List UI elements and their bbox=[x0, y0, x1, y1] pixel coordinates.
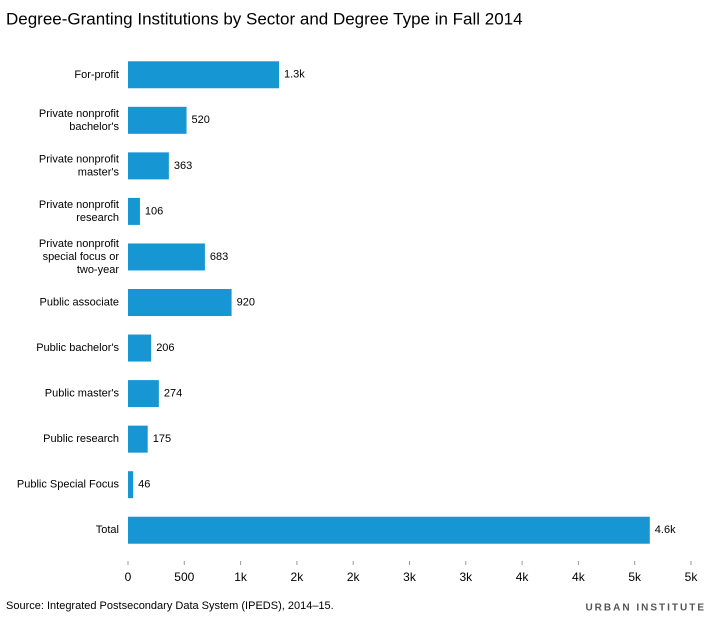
bar bbox=[128, 243, 205, 271]
y-tick-label: Public master's bbox=[45, 387, 120, 399]
value-label: 274 bbox=[164, 387, 182, 399]
x-tick-label: 5k bbox=[685, 570, 699, 584]
bar bbox=[128, 106, 187, 134]
value-label: 4.6k bbox=[655, 524, 676, 536]
value-label: 106 bbox=[145, 205, 163, 217]
x-tick-label: 5k bbox=[628, 570, 642, 584]
y-tick-label: Public bachelor's bbox=[36, 342, 119, 354]
x-tick-label: 3k bbox=[403, 570, 417, 584]
bar bbox=[128, 197, 140, 225]
value-label: 46 bbox=[138, 479, 150, 491]
brand: URBAN INSTITUTE bbox=[585, 603, 706, 614]
x-tick-label: 500 bbox=[174, 570, 194, 584]
y-tick-label: Private nonprofit research bbox=[39, 199, 119, 224]
value-label: 1.3k bbox=[284, 69, 305, 81]
y-tick-label: Public associate bbox=[40, 296, 120, 308]
x-tick-label: 0 bbox=[125, 570, 132, 584]
y-tick-label: Private nonprofit master's bbox=[39, 153, 120, 178]
value-label: 520 bbox=[192, 114, 210, 126]
value-label: 206 bbox=[156, 342, 174, 354]
value-label: 920 bbox=[237, 296, 255, 308]
bar bbox=[128, 289, 232, 316]
source-note: Source: Integrated Postsecondary Data Sy… bbox=[6, 600, 334, 612]
y-tick-label: For-profit bbox=[74, 69, 119, 81]
x-tick-label: 2k bbox=[347, 570, 361, 584]
bar bbox=[128, 425, 148, 453]
y-tick-label: Total bbox=[96, 524, 119, 536]
bar bbox=[128, 61, 279, 89]
value-label: 363 bbox=[174, 160, 192, 172]
bar bbox=[128, 334, 152, 362]
y-tick-label: Public Special Focus bbox=[17, 479, 120, 491]
chart-title: Degree-Granting Institutions by Sector a… bbox=[6, 9, 523, 28]
x-tick-label: 4k bbox=[516, 570, 530, 584]
bar bbox=[128, 380, 159, 408]
x-tick-label: 3k bbox=[459, 570, 473, 584]
bar bbox=[128, 471, 134, 499]
y-tick-label: Public research bbox=[43, 433, 119, 445]
value-label: 175 bbox=[153, 433, 171, 445]
y-tick-label: Private nonprofit bachelor's bbox=[39, 108, 120, 133]
x-tick-label: 2k bbox=[291, 570, 305, 584]
value-label: 683 bbox=[210, 251, 228, 263]
x-tick-label: 4k bbox=[572, 570, 586, 584]
x-tick-label: 1k bbox=[234, 570, 248, 584]
y-tick-label: Private nonprofit special focus or two-yea… bbox=[39, 238, 119, 276]
bar bbox=[128, 516, 650, 544]
bar bbox=[128, 152, 169, 180]
